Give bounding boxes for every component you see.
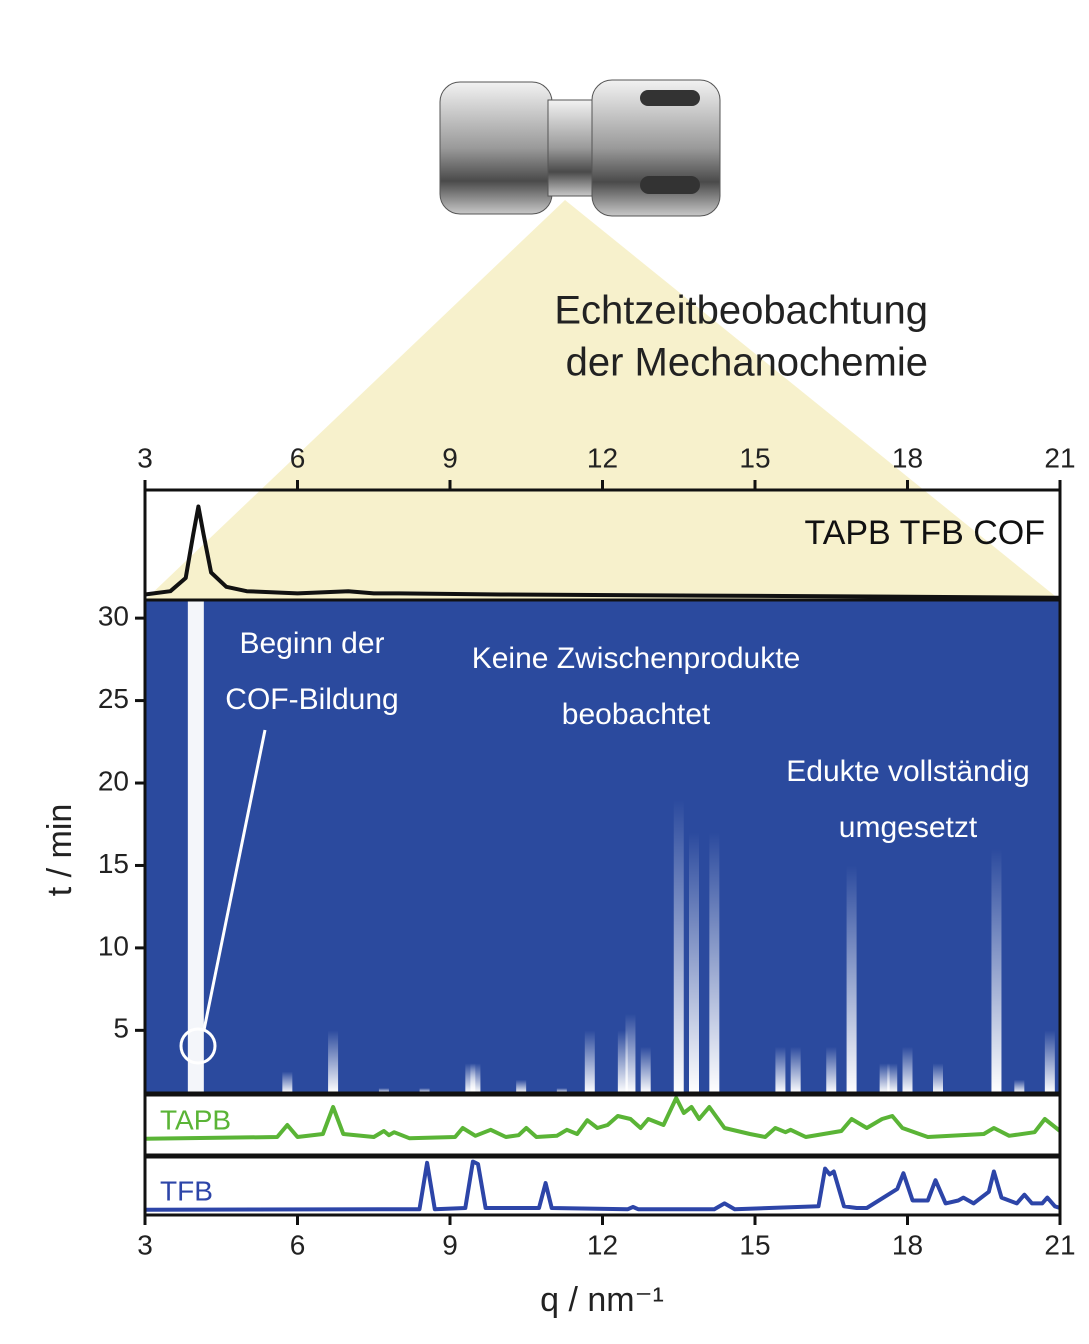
reflection-streak	[879, 1063, 890, 1093]
reflection-streak	[328, 1030, 339, 1093]
annotation: Edukte vollständig	[786, 755, 1030, 788]
y-tick-label: 30	[98, 601, 129, 632]
streaks	[187, 600, 1055, 1093]
panel-frame	[143, 598, 1062, 1095]
x-tick-label: 18	[892, 1229, 923, 1260]
x-tick-label: 6	[290, 1229, 306, 1260]
mill-device	[439, 79, 721, 217]
annotation: Keine Zwischenprodukte	[472, 642, 801, 675]
reflection-streak	[282, 1071, 293, 1093]
y-tick-label: 20	[98, 765, 129, 796]
x-tick-label: 15	[739, 442, 770, 473]
reflection-streak	[673, 799, 684, 1093]
reflection-streak	[617, 1030, 628, 1093]
cone	[145, 200, 1060, 600]
reflection-streak	[625, 1013, 636, 1093]
x-tick-label: 21	[1044, 442, 1075, 473]
reflection-streak	[775, 1046, 786, 1093]
y-tick-label: 5	[113, 1013, 129, 1044]
reflection-streak	[689, 832, 699, 1093]
line	[144, 504, 1061, 600]
x-tick-label: 9	[442, 1229, 458, 1260]
reflection-streak	[887, 1063, 898, 1093]
annotation: umgesetzt	[839, 811, 978, 844]
reflection-streak	[516, 1079, 527, 1093]
panel-frame	[143, 1155, 1062, 1217]
x-tick-label: 6	[290, 442, 306, 473]
x-tick-label: 3	[137, 1229, 153, 1260]
annotation: COF-Bildung	[225, 683, 398, 716]
x-tick-label: 9	[442, 442, 458, 473]
reflection-streak	[584, 1030, 595, 1093]
line	[144, 1159, 1061, 1212]
x-tick-label: 12	[587, 442, 618, 473]
reflection-streak	[991, 848, 1002, 1093]
reflection-streak	[790, 1046, 801, 1093]
reflection-streak	[378, 1088, 389, 1093]
panel-frame	[143, 1093, 1062, 1157]
line	[144, 1096, 1062, 1141]
plots: TAPB TFB COF 3 6 9 12 15 18 21 5 10 15 20 25 30 t / mi…	[41, 442, 1076, 1319]
x-tick-label: 3	[137, 442, 153, 473]
x-tick-label: 18	[892, 442, 923, 473]
reflection-streak	[640, 1046, 651, 1093]
annotation-circle	[179, 1027, 217, 1065]
reflection-streak	[1014, 1079, 1025, 1093]
y-tick-label: 10	[98, 930, 129, 961]
x-tick-label: 15	[739, 1229, 770, 1260]
reflection-streak	[902, 1046, 913, 1093]
y-tick-label: 15	[98, 848, 129, 879]
reflection-streak	[187, 600, 204, 1093]
reflection-streak	[556, 1088, 567, 1093]
title-line: Echtzeitbeobachtung	[554, 289, 928, 333]
reflection-streak	[846, 865, 857, 1093]
heatmap-bg	[145, 600, 1060, 1093]
reflection-streak	[470, 1063, 481, 1093]
x-axis-label: q / nm⁻¹	[540, 1281, 664, 1319]
reflection-streak	[933, 1063, 943, 1093]
annotation-line	[202, 729, 267, 1031]
reflection-streak	[419, 1088, 430, 1093]
y-tick-label: 25	[98, 683, 129, 714]
x-tick-label: 21	[1044, 1229, 1075, 1260]
series-label: TAPB	[160, 1104, 231, 1135]
title-line: der Mechanochemie	[566, 341, 928, 385]
reflection-streak	[1044, 1030, 1055, 1093]
reflection-streak	[826, 1046, 837, 1093]
annotation: beobachtet	[562, 698, 711, 731]
series-label: TAPB TFB COF	[804, 514, 1045, 552]
series-label: TFB	[160, 1175, 213, 1206]
reflection-streak	[465, 1063, 476, 1093]
y-axis-label: t / min	[41, 804, 79, 897]
annotation: Beginn der	[239, 627, 384, 660]
x-tick-label: 12	[587, 1229, 618, 1260]
reflection-streak	[709, 832, 720, 1093]
